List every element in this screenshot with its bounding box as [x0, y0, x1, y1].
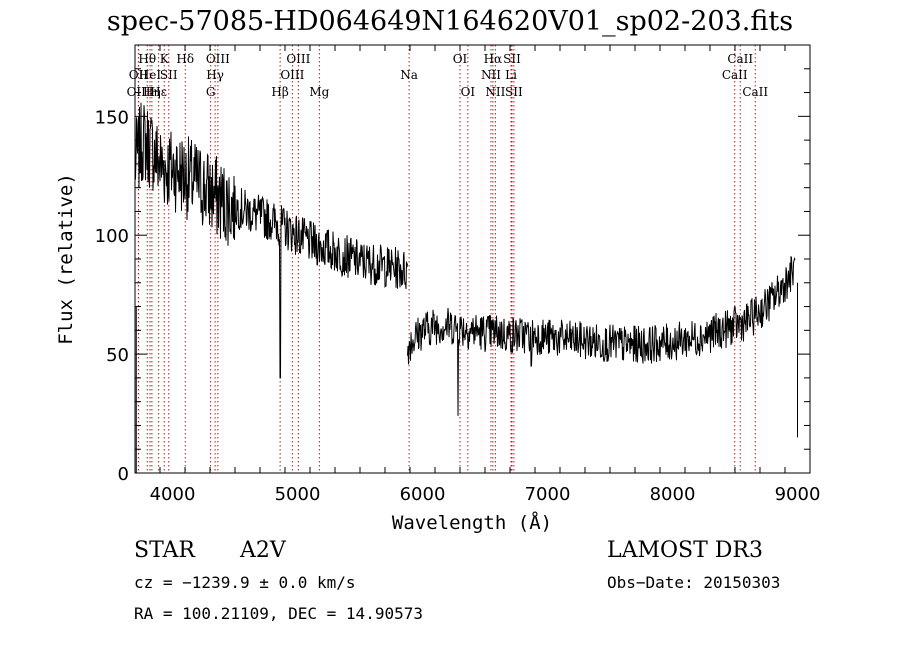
axis-ticks: 4000 5000 6000 7000 8000 9000 0 50 100 150	[95, 44, 821, 505]
line-label: OIII	[206, 52, 230, 66]
x-tick-label: 9000	[775, 484, 821, 505]
line-label: Hη	[143, 85, 161, 99]
x-tick-label: 6000	[400, 484, 446, 505]
line-label: Hδ	[176, 52, 194, 66]
line-label: OIII	[280, 68, 304, 82]
line-label: SII	[503, 52, 521, 66]
redshift-velocity: cz = −1239.9 ± 0.0 km/s	[134, 573, 356, 592]
line-label: OII	[129, 68, 149, 82]
line-label: OIII	[127, 85, 151, 99]
line-label: Hγ	[206, 68, 224, 82]
spectrum-line	[134, 102, 408, 379]
x-tick-label: 4000	[150, 484, 196, 505]
line-label: OI	[461, 85, 476, 99]
line-label: HeI	[139, 68, 162, 82]
x-tick-label: 5000	[275, 484, 321, 505]
object-class: STAR	[134, 538, 195, 563]
line-label: OI	[453, 52, 468, 66]
series-layer	[134, 102, 798, 473]
y-tick-label: 50	[106, 345, 129, 366]
line-label: Mg	[309, 85, 329, 99]
x-tick-label: 7000	[525, 484, 571, 505]
coordinates: RA = 100.21109, DEC = 14.90573	[134, 604, 423, 623]
object-subclass: A2V	[240, 538, 286, 563]
x-tick-label: 8000	[650, 484, 696, 505]
line-labels: Hθ OII OIII HeI Hη K SII Hε Hδ OIII Hγ G Hβ OIII OIII M…	[127, 52, 769, 99]
observation-date: Obs−Date: 20150303	[607, 573, 781, 592]
chart-title: spec-57085-HD064649N164620V01_sp02-203.f…	[106, 6, 794, 37]
y-tick-label: 150	[95, 107, 129, 128]
line-label: NII	[481, 68, 501, 82]
line-label: SII	[160, 68, 178, 82]
line-markers	[137, 45, 756, 473]
line-label: CaII	[727, 52, 753, 66]
line-label: Li	[505, 68, 517, 82]
line-label: NII	[485, 85, 505, 99]
line-label: OIII	[286, 52, 310, 66]
line-label: Hε	[150, 85, 167, 99]
line-label: Hβ	[271, 85, 288, 99]
line-label: Na	[400, 68, 418, 82]
x-axis-label: Wavelength (Å)	[392, 511, 552, 534]
y-tick-label: 100	[95, 226, 129, 247]
line-label: Hα	[484, 52, 503, 66]
plot-frame	[134, 44, 811, 474]
line-label: CaII	[722, 68, 748, 82]
spectrum-line	[407, 255, 796, 416]
line-label: Hθ	[138, 52, 156, 66]
y-axis-label: Flux (relative)	[55, 173, 77, 345]
line-label: G	[206, 85, 216, 99]
survey-name: LAMOST DR3	[607, 538, 763, 563]
line-label: SII	[505, 85, 523, 99]
line-label: K	[160, 52, 170, 66]
line-label: CaII	[742, 85, 768, 99]
y-tick-label: 0	[118, 464, 129, 485]
